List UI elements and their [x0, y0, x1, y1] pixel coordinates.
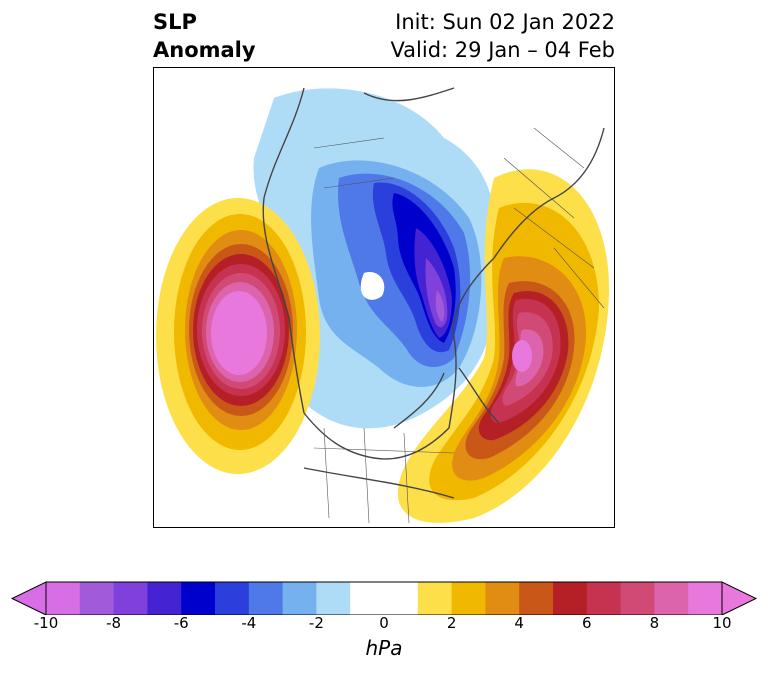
- colorbar-swatch: [215, 582, 250, 615]
- colorbar-tick-label: -4: [241, 614, 257, 632]
- colorbar-swatch: [147, 582, 182, 615]
- colorbar-tick-label: 4: [514, 614, 524, 632]
- colorbar-swatch: [181, 582, 216, 615]
- colorbar-swatch: [620, 582, 655, 615]
- colorbar-swatch: [553, 582, 588, 615]
- colorbar-tick-label: 2: [446, 614, 457, 632]
- anomaly-map: [153, 67, 615, 528]
- colorbar-extend-high: [721, 581, 758, 616]
- colorbar-ticks: -10 -8 -6 -4 -2 0 2 4 6 8 10: [0, 614, 768, 634]
- colorbar-swatch: [350, 582, 385, 615]
- colorbar-swatch: [248, 582, 284, 615]
- colorbar-swatch: [688, 582, 723, 615]
- country-borders: [313, 127, 605, 524]
- colorbar-extend-low: [10, 581, 47, 616]
- colorbar-swatch: [316, 582, 351, 615]
- colorbar-swatch: [384, 582, 419, 615]
- colorbar-swatch: [586, 582, 622, 615]
- colorbar-swatch: [282, 582, 317, 615]
- colorbar-tick-label: 0: [379, 614, 389, 632]
- valid-range: Valid: 29 Jan – 04 Feb: [390, 38, 615, 62]
- pacific-positive-anomaly: [156, 198, 320, 474]
- init-date: Init: Sun 02 Jan 2022: [395, 10, 615, 34]
- colorbar-tick-label: -8: [106, 614, 122, 632]
- colorbar-graphic: [10, 581, 758, 616]
- colorbar-unit: hPa: [365, 636, 403, 660]
- title-line-1: SLP: [153, 10, 197, 34]
- colorbar-tick-label: -10: [33, 614, 59, 632]
- colorbar-swatch: [113, 582, 148, 615]
- coastlines: [262, 87, 605, 499]
- colorbar-swatch: [451, 582, 486, 615]
- colorbar-tick-label: 6: [582, 614, 592, 632]
- colorbar-tick-label: 10: [712, 614, 732, 632]
- atlantic-positive-anomaly: [397, 169, 609, 523]
- colorbar-swatch: [485, 582, 520, 615]
- colorbar-swatch: [79, 582, 115, 615]
- colorbar-tick-label: 8: [649, 614, 660, 632]
- colorbar-swatch: [654, 582, 689, 615]
- colorbar-swatch: [417, 582, 453, 615]
- colorbar-tick-label: -6: [173, 614, 189, 632]
- colorbar: [0, 575, 768, 619]
- forecast-dates: Init: Sun 02 Jan 2022 Valid: 29 Jan – 04…: [390, 8, 615, 64]
- title-line-2: Anomaly: [153, 38, 256, 62]
- colorbar-swatch: [519, 582, 554, 615]
- colorbar-tick-label: -2: [308, 614, 324, 632]
- map-canvas: [156, 87, 609, 524]
- colorbar-swatch: [46, 582, 81, 615]
- map-title: SLP Anomaly: [153, 8, 256, 64]
